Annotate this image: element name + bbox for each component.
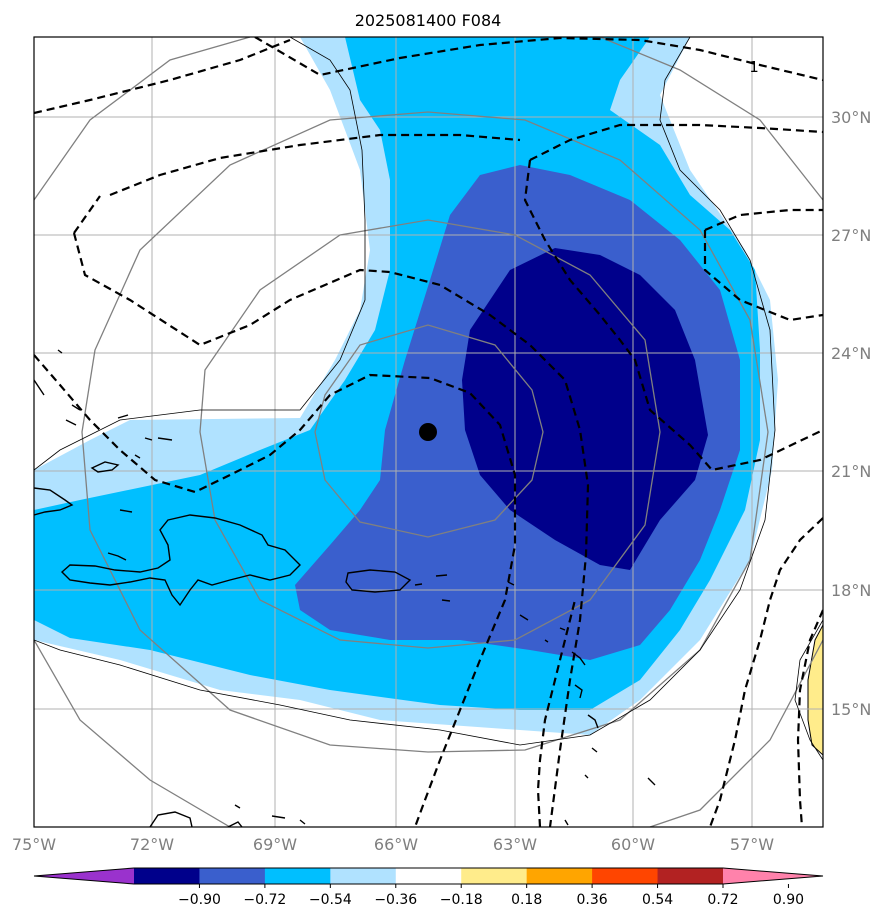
colorbar-cell bbox=[199, 868, 266, 884]
map-panel: 1 bbox=[33, 36, 824, 828]
bahamas-islands bbox=[34, 349, 173, 561]
lat-tick-label: 24°N bbox=[831, 344, 871, 363]
colorbar: −0.90 −0.72 −0.54 −0.36 −0.18 0.18 0.36 0.54 0.7… bbox=[33, 867, 824, 908]
range-ring-1 bbox=[314, 324, 544, 538]
lat-tick-label: 27°N bbox=[831, 226, 871, 245]
hispaniola-coast bbox=[60, 514, 301, 607]
lon-tick-label: 63°W bbox=[493, 835, 537, 854]
contour-label: 1 bbox=[749, 58, 759, 76]
lon-tick-label: 60°W bbox=[611, 835, 655, 854]
lon-tick-label: 69°W bbox=[253, 835, 297, 854]
colorbar-tick-label: −0.72 bbox=[243, 892, 286, 908]
lat-tick-label: 30°N bbox=[831, 108, 871, 127]
lon-tick-label: 72°W bbox=[130, 835, 174, 854]
colorbar-extend-high bbox=[723, 868, 823, 884]
dashed-contour-east bbox=[523, 123, 823, 472]
colorbar-cell bbox=[395, 868, 462, 884]
colorbar-cell bbox=[592, 868, 659, 884]
dashed-contour-southeast bbox=[536, 517, 823, 827]
storm-center-marker bbox=[419, 423, 437, 441]
colorbar-tick-label: −0.36 bbox=[374, 892, 417, 908]
coastlines bbox=[34, 349, 656, 827]
lon-tick-label: 66°W bbox=[374, 835, 418, 854]
lat-tick-labels: 30°N 27°N 24°N 21°N 18°N 15°N bbox=[831, 108, 871, 719]
range-ring-3 bbox=[81, 111, 769, 753]
fill-yellow bbox=[807, 624, 823, 756]
colorbar-tick-label: 0.72 bbox=[707, 892, 738, 908]
dashed-contour-north bbox=[34, 37, 823, 115]
colorbar-cell bbox=[461, 868, 528, 884]
colorbar-cell bbox=[134, 868, 200, 884]
colorbar-cell bbox=[264, 868, 331, 884]
cuba-coast bbox=[34, 487, 74, 516]
colorbar-tick-label: 0.36 bbox=[577, 892, 608, 908]
lat-tick-label: 18°N bbox=[831, 581, 871, 600]
range-ring-2 bbox=[199, 219, 661, 649]
puerto-rico-coast bbox=[345, 569, 412, 593]
colorbar-tick-label: 0.54 bbox=[642, 892, 673, 908]
colorbar-tick-label: 0.18 bbox=[511, 892, 542, 908]
lat-lon-grid bbox=[34, 37, 823, 827]
lesser-antilles bbox=[149, 574, 656, 827]
lon-tick-labels: 75°W 72°W 69°W 66°W 63°W 60°W 57°W bbox=[12, 835, 774, 854]
colorbar-tick-label: −0.90 bbox=[178, 892, 221, 908]
lat-tick-label: 21°N bbox=[831, 462, 871, 481]
map-frame bbox=[33, 36, 824, 828]
lat-tick-label: 15°N bbox=[831, 700, 871, 719]
lon-tick-label: 75°W bbox=[12, 835, 56, 854]
colorbar-cell bbox=[657, 868, 724, 884]
colorbar-tick-label: −0.54 bbox=[309, 892, 352, 908]
colorbar-tick-label: 0.90 bbox=[773, 892, 804, 908]
dashed-contours bbox=[34, 37, 823, 827]
lon-tick-label: 57°W bbox=[730, 835, 774, 854]
colorbar-cell bbox=[330, 868, 397, 884]
dashed-contour-western-lobe bbox=[72, 133, 590, 827]
colorbar-extend-low bbox=[34, 868, 134, 884]
colorbar-tick-label: −0.18 bbox=[440, 892, 483, 908]
colorbar-outline bbox=[33, 867, 824, 885]
dashed-contour-inner bbox=[34, 354, 517, 827]
colorbar-cell bbox=[526, 868, 593, 884]
map-title: 2025081400 F084 bbox=[355, 11, 502, 30]
